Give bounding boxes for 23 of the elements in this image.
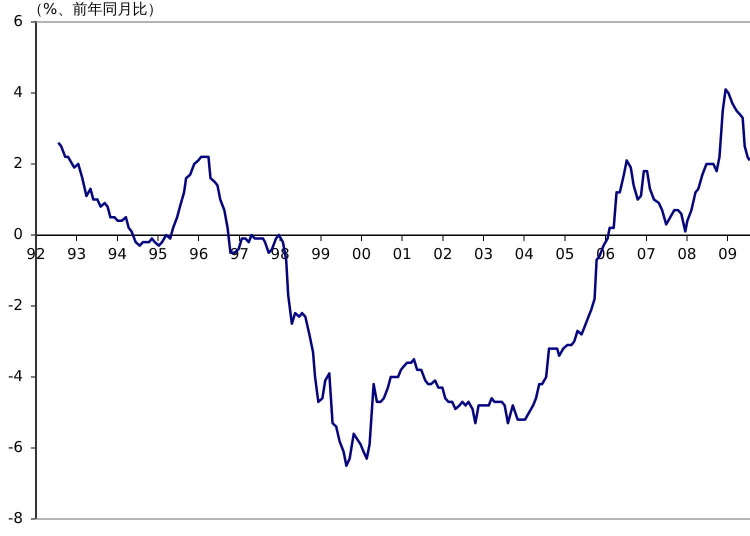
y-tick-label: -2	[8, 296, 23, 314]
y-tick-label: 6	[13, 12, 23, 30]
x-tick-label: 02	[433, 244, 452, 263]
x-tick-label: 07	[636, 244, 656, 263]
x-tick-label: 94	[108, 244, 127, 263]
y-tick-label: -4	[8, 366, 23, 385]
chart-title: （%、前年同月比）	[28, 0, 162, 18]
x-tick-label: 01	[392, 244, 412, 263]
y-tick-label: 2	[13, 154, 23, 172]
x-tick-label: 04	[514, 244, 534, 263]
x-tick-label: 09	[718, 244, 738, 263]
y-tick-label: 4	[13, 82, 23, 101]
y-tick-label: 0	[13, 224, 23, 243]
x-tick-label: 05	[555, 244, 574, 263]
x-tick-label: 93	[67, 244, 86, 263]
y-tick-label: -8	[8, 508, 23, 527]
x-tick-label: 08	[677, 244, 696, 263]
x-tick-label: 99	[311, 244, 330, 263]
y-tick-label: -6	[8, 438, 23, 456]
x-tick-label: 95	[148, 244, 168, 263]
x-tick-label: 00	[352, 244, 371, 263]
x-tick-label: 96	[189, 244, 208, 263]
x-tick-label: 03	[474, 244, 494, 263]
